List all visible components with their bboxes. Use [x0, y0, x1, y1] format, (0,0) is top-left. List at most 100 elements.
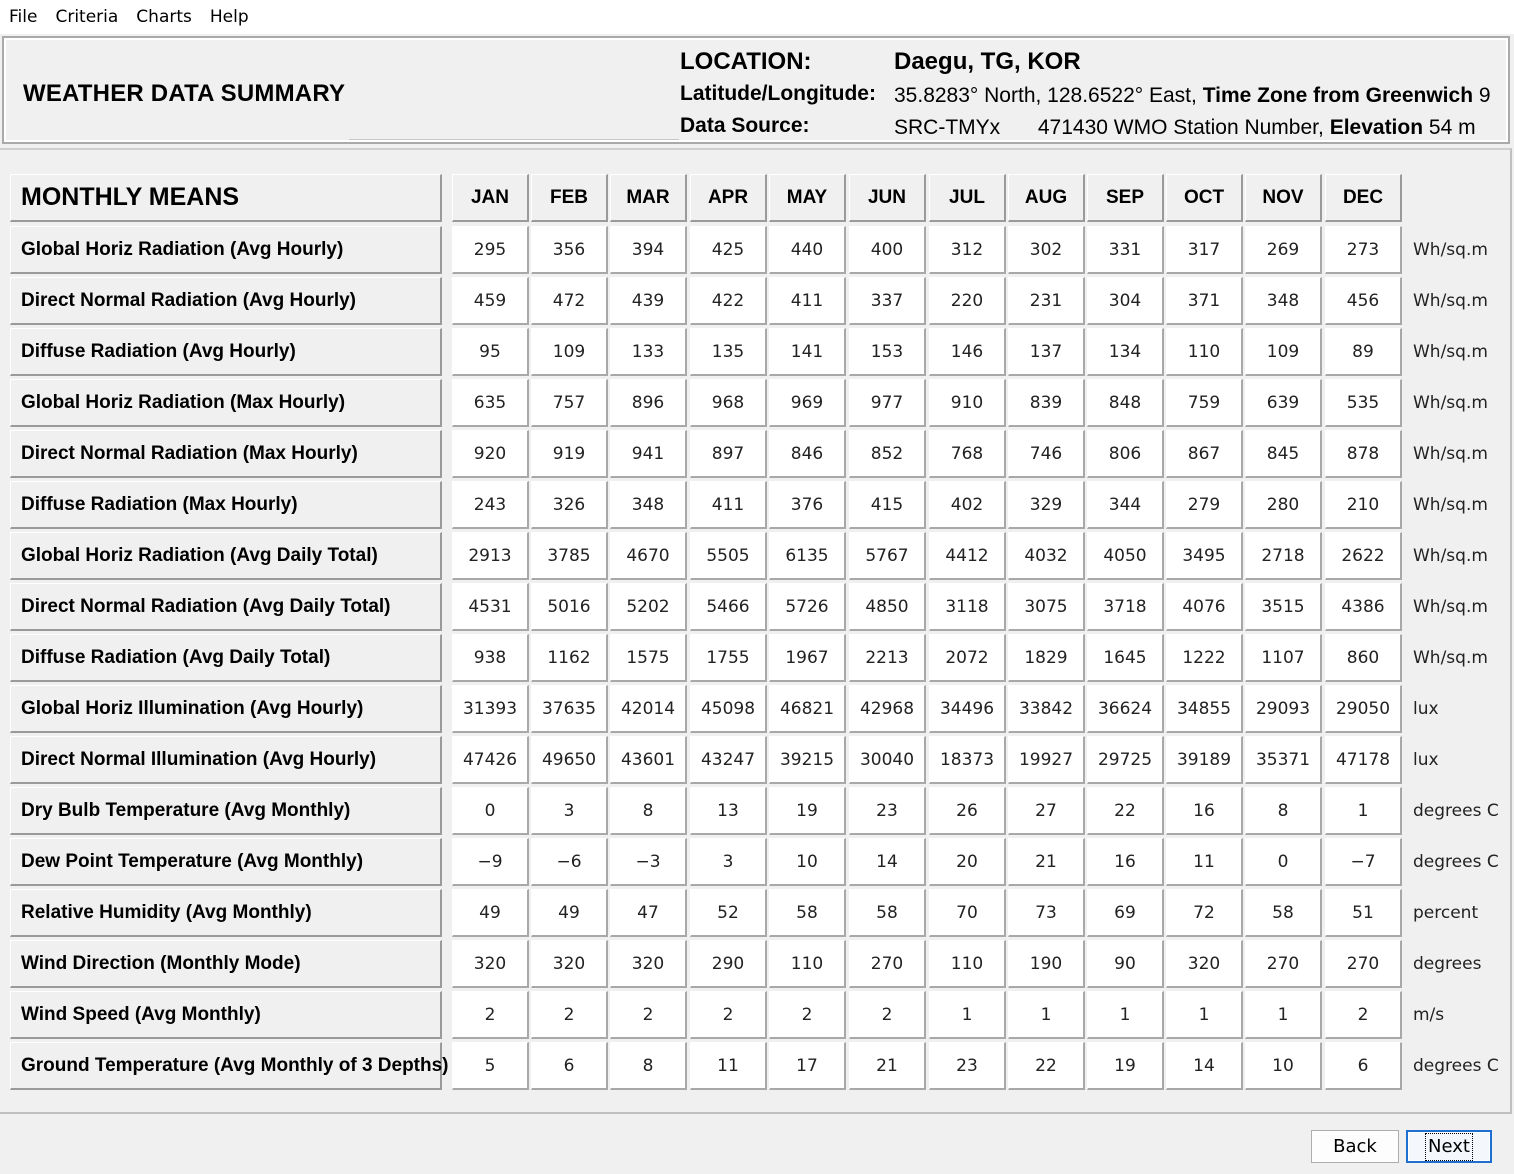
unit-label: Wh/sq.m — [1413, 648, 1488, 668]
value-cell: 14 — [1166, 1042, 1243, 1090]
month-header-aug: AUG — [1008, 174, 1085, 222]
menu-criteria[interactable]: Criteria — [55, 7, 119, 27]
value-cell: 39189 — [1166, 736, 1243, 784]
value-cell: 49650 — [531, 736, 608, 784]
value-cell: 30040 — [849, 736, 926, 784]
row-label: Global Horiz Radiation (Avg Daily Total) — [10, 532, 442, 580]
value-cell: 304 — [1087, 277, 1164, 325]
value-cell: 1 — [1087, 991, 1164, 1039]
value-cell: 46821 — [769, 685, 846, 733]
value-cell: 371 — [1166, 277, 1243, 325]
value-cell: 1755 — [690, 634, 767, 682]
value-cell: 295 — [452, 226, 529, 274]
back-button[interactable]: Back — [1311, 1130, 1399, 1163]
value-cell: 1645 — [1087, 634, 1164, 682]
value-cell: 21 — [849, 1042, 926, 1090]
value-cell: 5202 — [610, 583, 687, 631]
value-cell: 635 — [452, 379, 529, 427]
page-title: WEATHER DATA SUMMARY — [23, 80, 346, 107]
value-cell: 897 — [690, 430, 767, 478]
value-cell: 135 — [690, 328, 767, 376]
value-cell: 3118 — [929, 583, 1006, 631]
value-cell: 400 — [849, 226, 926, 274]
value-cell: 10 — [1245, 1042, 1322, 1090]
value-cell: 6 — [1325, 1042, 1402, 1090]
value-cell: 2718 — [1245, 532, 1322, 580]
row-label: Diffuse Radiation (Avg Hourly) — [10, 328, 442, 376]
value-cell: 19927 — [1008, 736, 1085, 784]
value-cell: 5726 — [769, 583, 846, 631]
value-cell: 348 — [1245, 277, 1322, 325]
value-cell: 22 — [1087, 787, 1164, 835]
location-value: Daegu, TG, KOR — [894, 48, 1081, 75]
value-cell: 4850 — [849, 583, 926, 631]
value-cell: 42968 — [849, 685, 926, 733]
value-cell: 110 — [769, 940, 846, 988]
value-cell: 2072 — [929, 634, 1006, 682]
value-cell: 320 — [452, 940, 529, 988]
value-cell: 4032 — [1008, 532, 1085, 580]
value-cell: 26 — [929, 787, 1006, 835]
latlon-value: 35.8283° North, 128.6522° East, — [894, 84, 1197, 107]
value-cell: 5 — [452, 1042, 529, 1090]
value-cell: 5466 — [690, 583, 767, 631]
value-cell: 269 — [1245, 226, 1322, 274]
month-header-jun: JUN — [849, 174, 926, 222]
value-cell: 422 — [690, 277, 767, 325]
value-cell: 6135 — [769, 532, 846, 580]
value-cell: 49 — [452, 889, 529, 937]
value-cell: 968 — [690, 379, 767, 427]
menu-bar: File Criteria Charts Help — [0, 0, 1514, 34]
value-cell: 133 — [610, 328, 687, 376]
value-cell: 49 — [531, 889, 608, 937]
value-cell: 270 — [1245, 940, 1322, 988]
value-cell: 45098 — [690, 685, 767, 733]
value-cell: 896 — [610, 379, 687, 427]
value-cell: 845 — [1245, 430, 1322, 478]
value-cell: 220 — [929, 277, 1006, 325]
value-cell: 3 — [531, 787, 608, 835]
value-cell: 2 — [690, 991, 767, 1039]
value-cell: 839 — [1008, 379, 1085, 427]
location-label: LOCATION: — [680, 48, 812, 75]
value-cell: 6 — [531, 1042, 608, 1090]
value-cell: 109 — [531, 328, 608, 376]
value-cell: 317 — [1166, 226, 1243, 274]
value-cell: −6 — [531, 838, 608, 886]
value-cell: 110 — [929, 940, 1006, 988]
value-cell: 320 — [1166, 940, 1243, 988]
value-cell: 279 — [1166, 481, 1243, 529]
value-cell: 969 — [769, 379, 846, 427]
value-cell: 3718 — [1087, 583, 1164, 631]
value-cell: 4050 — [1087, 532, 1164, 580]
value-cell: 141 — [769, 328, 846, 376]
unit-label: Wh/sq.m — [1413, 444, 1488, 464]
value-cell: 58 — [769, 889, 846, 937]
value-cell: 439 — [610, 277, 687, 325]
menu-file[interactable]: File — [9, 7, 38, 27]
source-label: Data Source: — [680, 114, 810, 137]
value-cell: 19 — [1087, 1042, 1164, 1090]
value-cell: 17 — [769, 1042, 846, 1090]
value-cell: 190 — [1008, 940, 1085, 988]
value-cell: 231 — [1008, 277, 1085, 325]
value-cell: 14 — [849, 838, 926, 886]
value-cell: 19 — [769, 787, 846, 835]
value-cell: 34855 — [1166, 685, 1243, 733]
menu-help[interactable]: Help — [209, 7, 249, 27]
month-header-may: MAY — [769, 174, 846, 222]
month-header-nov: NOV — [1245, 174, 1322, 222]
value-cell: 69 — [1087, 889, 1164, 937]
value-cell: 2 — [531, 991, 608, 1039]
value-cell: 23 — [929, 1042, 1006, 1090]
value-cell: 848 — [1087, 379, 1164, 427]
value-cell: 21 — [1008, 838, 1085, 886]
value-cell: 29050 — [1325, 685, 1402, 733]
next-button[interactable]: Next — [1406, 1130, 1492, 1163]
value-cell: 27 — [1008, 787, 1085, 835]
row-label: Direct Normal Radiation (Max Hourly) — [10, 430, 442, 478]
menu-charts[interactable]: Charts — [136, 7, 192, 27]
value-cell: 109 — [1245, 328, 1322, 376]
value-cell: 2213 — [849, 634, 926, 682]
value-cell: 11 — [690, 1042, 767, 1090]
